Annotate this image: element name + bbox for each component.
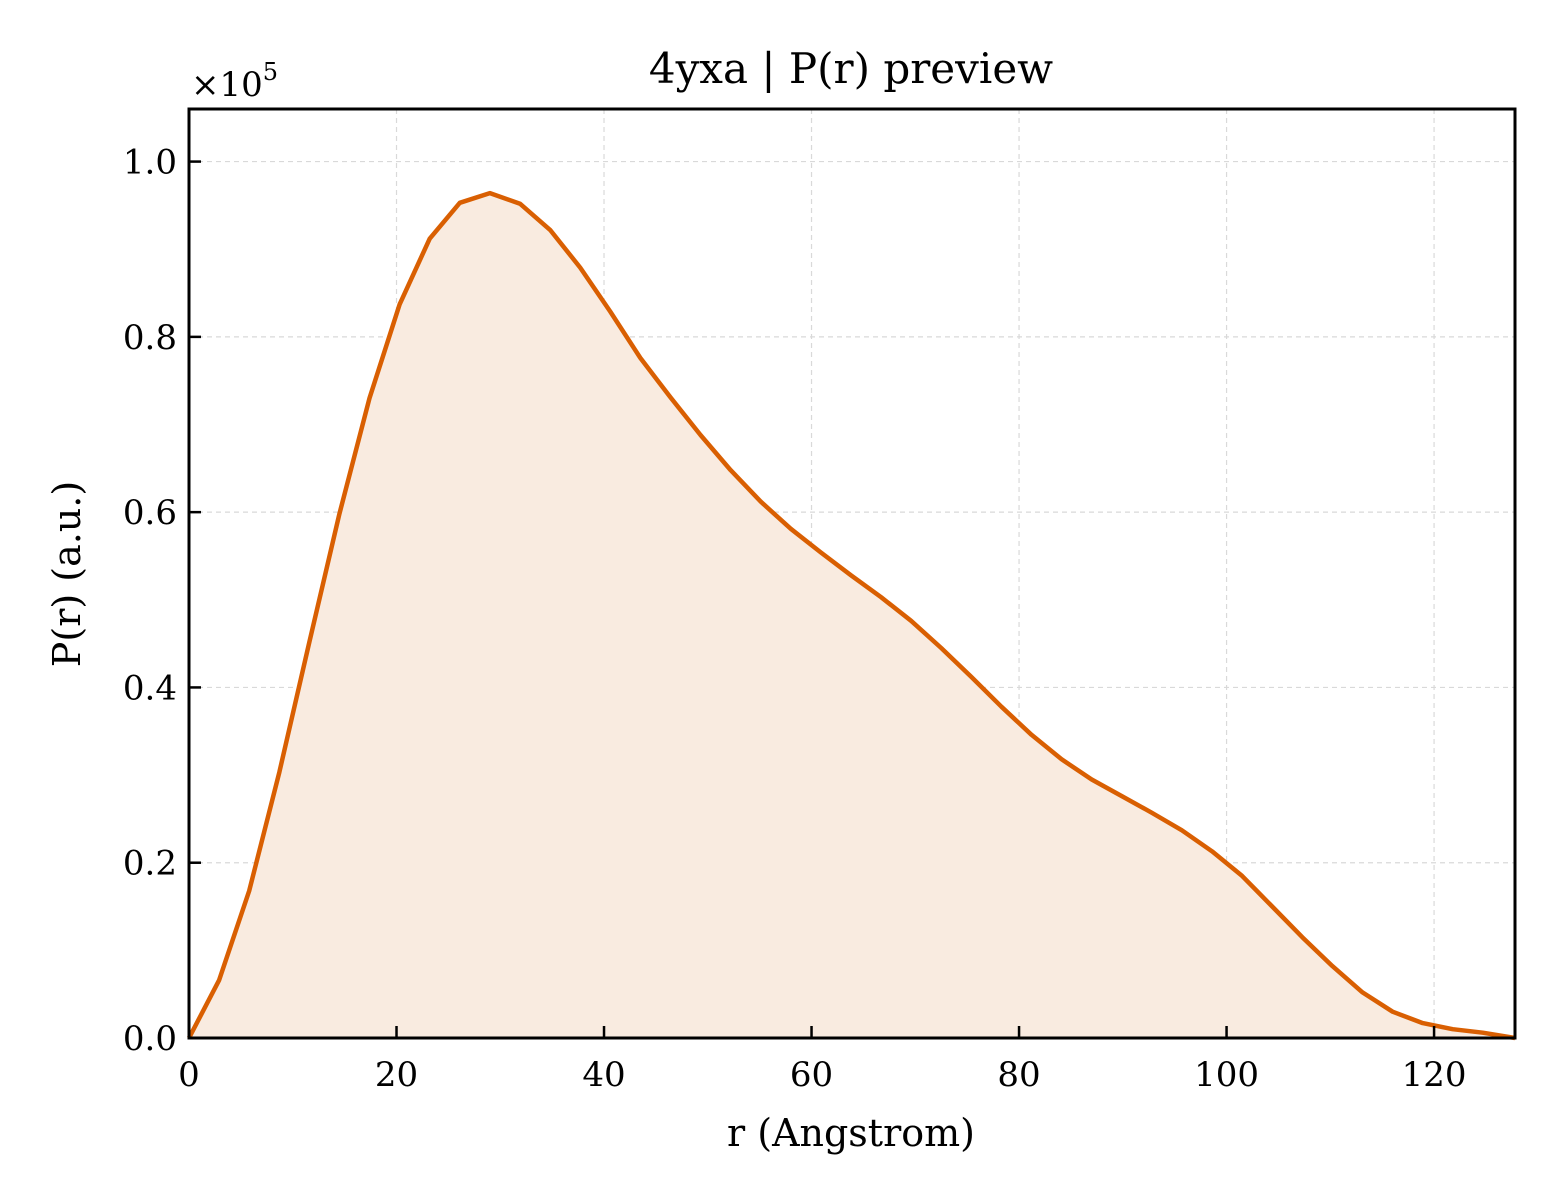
x-axis-ticks: 0 20 40 60 80 100 120	[178, 1026, 1467, 1095]
y-axis-scale-label: ×105	[191, 58, 278, 105]
y-tick-label: 0.8	[123, 318, 177, 358]
x-axis-label: r (Angstrom)	[727, 1111, 975, 1155]
x-tick-label: 120	[1402, 1055, 1467, 1095]
x-tick-label: 60	[790, 1055, 833, 1095]
y-axis-label: P(r) (a.u.)	[45, 481, 89, 667]
area-fill	[189, 193, 1515, 1039]
x-tick-label: 20	[375, 1055, 418, 1095]
y-axis-scale-base: ×10	[191, 65, 263, 105]
x-tick-label: 0	[178, 1055, 200, 1095]
chart-title: 4yxa | P(r) preview	[649, 44, 1053, 93]
x-tick-label: 40	[582, 1055, 625, 1095]
y-axis-scale-exponent: 5	[263, 58, 278, 86]
x-tick-label: 80	[997, 1055, 1040, 1095]
x-tick-label: 100	[1194, 1055, 1259, 1095]
y-tick-label: 0.2	[123, 844, 177, 884]
plot-frame	[187, 107, 1517, 1040]
y-tick-label: 0.0	[123, 1019, 177, 1059]
y-axis-ticks: 0.0 0.2 0.4 0.6 0.8 1.0	[123, 143, 201, 1059]
y-tick-label: 0.4	[123, 668, 177, 708]
y-tick-label: 0.6	[123, 493, 177, 533]
y-tick-label: 1.0	[123, 143, 177, 183]
